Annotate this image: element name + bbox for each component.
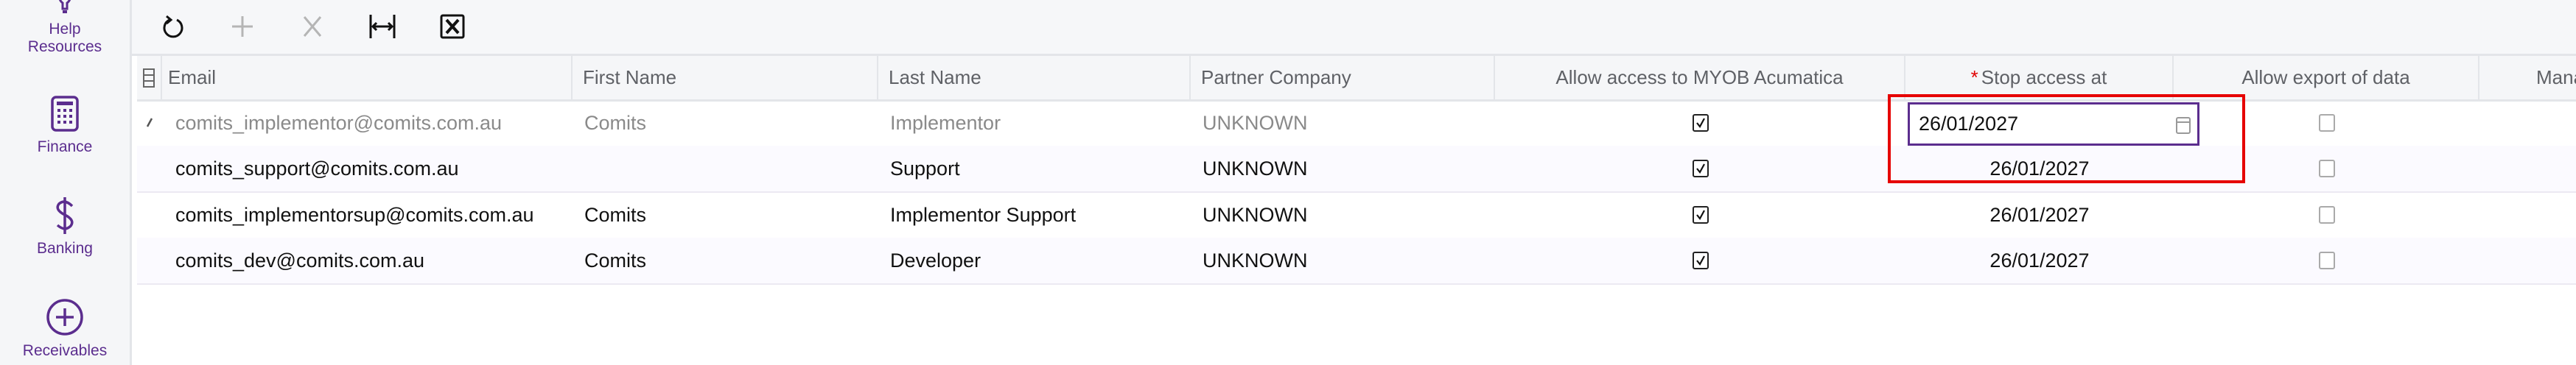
stop-access-date-input[interactable]: 26/01/2027 (1908, 102, 2199, 146)
allow-export-checkbox[interactable] (2318, 114, 2335, 132)
table-row[interactable]: comits_support@comits.com.au Support UNK… (137, 146, 2576, 193)
check-icon (1695, 163, 1705, 174)
cell-last-name[interactable]: Implementor Support (890, 203, 1077, 226)
column-header-allow-export[interactable]: Allow export of data (2174, 56, 2479, 99)
cell-stop-access-at[interactable]: 26/01/2027 (1989, 249, 2090, 272)
sidebar-item-label: Banking (37, 240, 93, 257)
row-selector[interactable] (137, 238, 162, 283)
column-header-first-name[interactable]: First Name (573, 56, 878, 99)
fit-columns-icon (369, 15, 396, 38)
column-chooser-icon (143, 68, 155, 88)
row-selector[interactable] (137, 192, 162, 238)
fit-columns-button[interactable] (368, 12, 397, 41)
export-excel-icon (440, 14, 465, 39)
sidebar-item-label: Help (49, 21, 81, 38)
cell-last-name[interactable]: Support (890, 157, 960, 180)
cell-allow-access (1495, 100, 1905, 146)
allow-access-checkbox[interactable] (1692, 160, 1709, 177)
refresh-icon (163, 15, 183, 38)
row-selector[interactable] (137, 146, 162, 191)
cell-partner-company[interactable]: UNKNOWN (1203, 203, 1308, 226)
allow-access-checkbox[interactable] (1692, 206, 1709, 224)
cell-allow-access (1495, 192, 1905, 238)
sidebar: Help Resources Finance Banking Receivabl… (0, 0, 132, 365)
cell-partner-company[interactable]: UNKNOWN (1203, 111, 1308, 134)
check-icon (1695, 118, 1705, 128)
check-icon (1695, 255, 1705, 266)
cell-email[interactable]: comits_implementorsup@comits.com.au (175, 203, 534, 226)
column-header-email[interactable]: Email (162, 56, 573, 99)
cell-allow-export (2174, 146, 2479, 191)
required-marker: * (1970, 66, 1978, 88)
table-row[interactable]: comits_implementorsup@comits.com.au Comi… (137, 192, 2576, 239)
column-header-last-name[interactable]: Last Name (878, 56, 1191, 99)
cell-stop-access-at[interactable]: 26/01/2027 (1989, 157, 2090, 180)
cell-allow-export (2174, 238, 2479, 283)
cell-allow-export (2174, 192, 2479, 238)
delete-icon (303, 16, 322, 37)
export-excel-button[interactable] (438, 12, 467, 41)
cell-first-name[interactable]: Comits (584, 111, 647, 134)
cell-first-name[interactable]: Comits (584, 249, 647, 272)
cell-email[interactable]: comits_dev@comits.com.au (175, 249, 425, 272)
dollar-icon (56, 197, 74, 234)
sidebar-item-label: Resources (27, 38, 102, 55)
sidebar-item-banking[interactable]: Banking (0, 197, 130, 258)
column-header-mana[interactable]: Mana (2536, 66, 2576, 88)
cell-partner-company[interactable]: UNKNOWN (1203, 249, 1308, 272)
delete-button[interactable] (298, 12, 327, 41)
column-header-partner-company[interactable]: Partner Company (1191, 56, 1495, 99)
sidebar-item-finance[interactable]: Finance (0, 96, 130, 156)
sidebar-item-help-resources[interactable]: Help Resources (0, 0, 130, 56)
column-header-stop-access-at[interactable]: * Stop access at (1905, 56, 2174, 99)
main-content: Email First Name Last Name Partner Compa… (132, 0, 2576, 365)
sidebar-item-label: Finance (37, 138, 93, 155)
cell-email[interactable]: comits_implementor@comits.com.au (175, 111, 503, 134)
sidebar-item-label: Receivables (22, 342, 108, 359)
add-icon (232, 16, 253, 37)
cell-partner-company[interactable]: UNKNOWN (1203, 157, 1308, 180)
refresh-button[interactable] (158, 12, 188, 41)
allow-export-checkbox[interactable] (2318, 206, 2335, 224)
allow-export-checkbox[interactable] (2318, 160, 2335, 177)
column-header-allow-access[interactable]: Allow access to MYOB Acumatica (1495, 56, 1905, 99)
cell-last-name[interactable]: Developer (890, 249, 981, 272)
cell-stop-access-at[interactable]: 26/01/2027 (1989, 203, 2090, 226)
table-row[interactable]: comits_implementor@comits.com.au Comits … (137, 100, 2576, 147)
cell-email[interactable]: comits_support@comits.com.au (175, 157, 459, 180)
table-row[interactable]: comits_dev@comits.com.au Comits Develope… (137, 238, 2576, 285)
cell-allow-access (1495, 146, 1905, 191)
cell-allow-access (1495, 238, 1905, 283)
plus-circle-icon (46, 299, 83, 336)
sidebar-item-receivables[interactable]: Receivables (0, 298, 130, 360)
date-input-value: 26/01/2027 (1919, 113, 2019, 135)
cell-allow-export (2174, 100, 2479, 146)
calculator-icon (51, 96, 79, 132)
check-icon (1695, 210, 1705, 220)
lightbulb-icon (58, 0, 71, 13)
grid-header: Email First Name Last Name Partner Compa… (137, 56, 2576, 102)
row-selector[interactable] (137, 100, 162, 146)
allow-export-checkbox[interactable] (2318, 252, 2335, 269)
allow-access-checkbox[interactable] (1692, 252, 1709, 269)
add-button[interactable] (228, 12, 257, 41)
calendar-icon[interactable] (2175, 116, 2191, 135)
toolbar (132, 0, 2576, 56)
cell-last-name[interactable]: Implementor (890, 111, 1001, 134)
cell-first-name[interactable]: Comits (584, 203, 647, 226)
allow-access-checkbox[interactable] (1692, 114, 1709, 132)
edit-pencil-icon (146, 118, 153, 127)
column-chooser-button[interactable] (137, 56, 162, 99)
column-header-label: Stop access at (1981, 66, 2107, 88)
cell-first-name[interactable] (573, 146, 878, 191)
